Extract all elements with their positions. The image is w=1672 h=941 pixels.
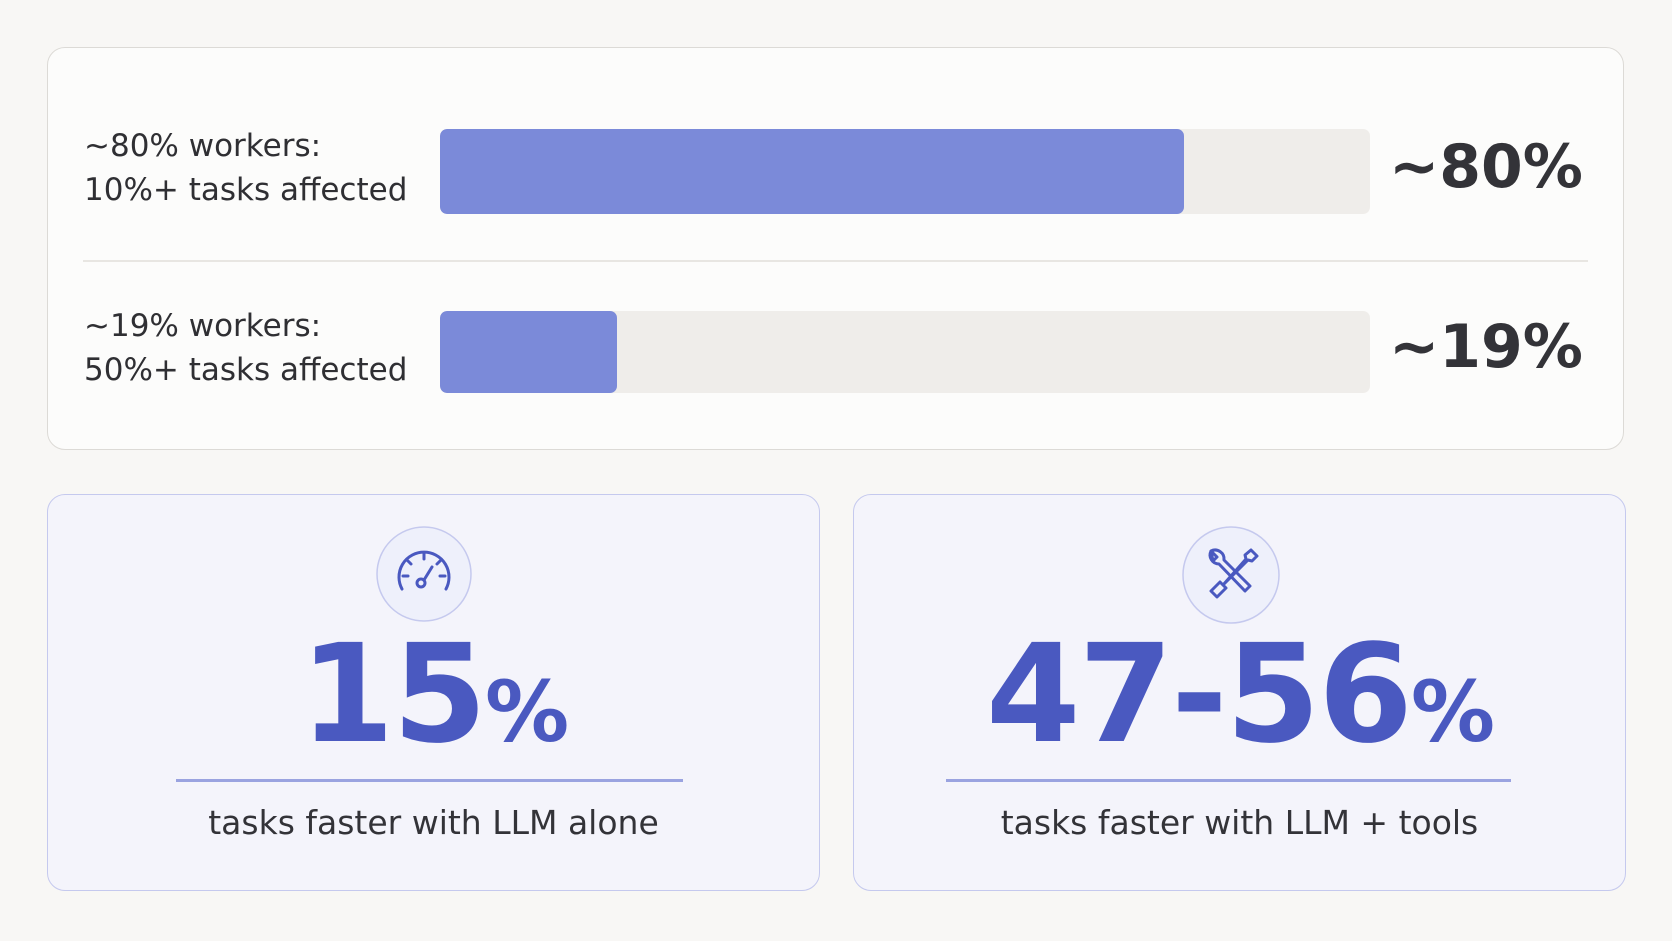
- bar-track: [440, 129, 1370, 214]
- row-label: ~19% workers: 50%+ tasks affected: [84, 304, 407, 392]
- label-line: ~19% workers:: [84, 308, 322, 344]
- divider: [83, 260, 1588, 262]
- stat-card: 15% tasks faster with LLM alone: [47, 494, 820, 891]
- number: 47-56: [985, 616, 1413, 774]
- stat-number: 15%: [48, 625, 819, 782]
- stat-caption: tasks faster with LLM + tools: [1000, 803, 1479, 842]
- rule: [176, 779, 683, 782]
- bar-track: [440, 311, 1370, 393]
- value-label: ~80%: [1389, 132, 1583, 202]
- stat-number: 47-56%: [854, 625, 1625, 782]
- label-line: ~80% workers:: [84, 128, 322, 164]
- value-label: ~19%: [1389, 312, 1583, 382]
- unit: %: [1410, 663, 1495, 761]
- bar: [440, 129, 1184, 214]
- speed-icon: [376, 526, 472, 622]
- tools-icon: [1182, 526, 1280, 624]
- rule: [946, 779, 1511, 782]
- bar: [440, 311, 617, 393]
- label-line: 10%+ tasks affected: [84, 172, 408, 208]
- number: 15: [299, 616, 487, 774]
- stat-caption: tasks faster with LLM alone: [208, 803, 659, 842]
- row-label: ~80% workers: 10%+ tasks affected: [84, 124, 407, 212]
- stat-card: 47-56% tasks faster with LLM + tools: [853, 494, 1626, 891]
- bar-card: ~80% workers: 10%+ tasks affected ~80% ~1…: [47, 47, 1624, 450]
- label-line: 50%+ tasks affected: [84, 352, 408, 388]
- unit: %: [485, 663, 569, 761]
